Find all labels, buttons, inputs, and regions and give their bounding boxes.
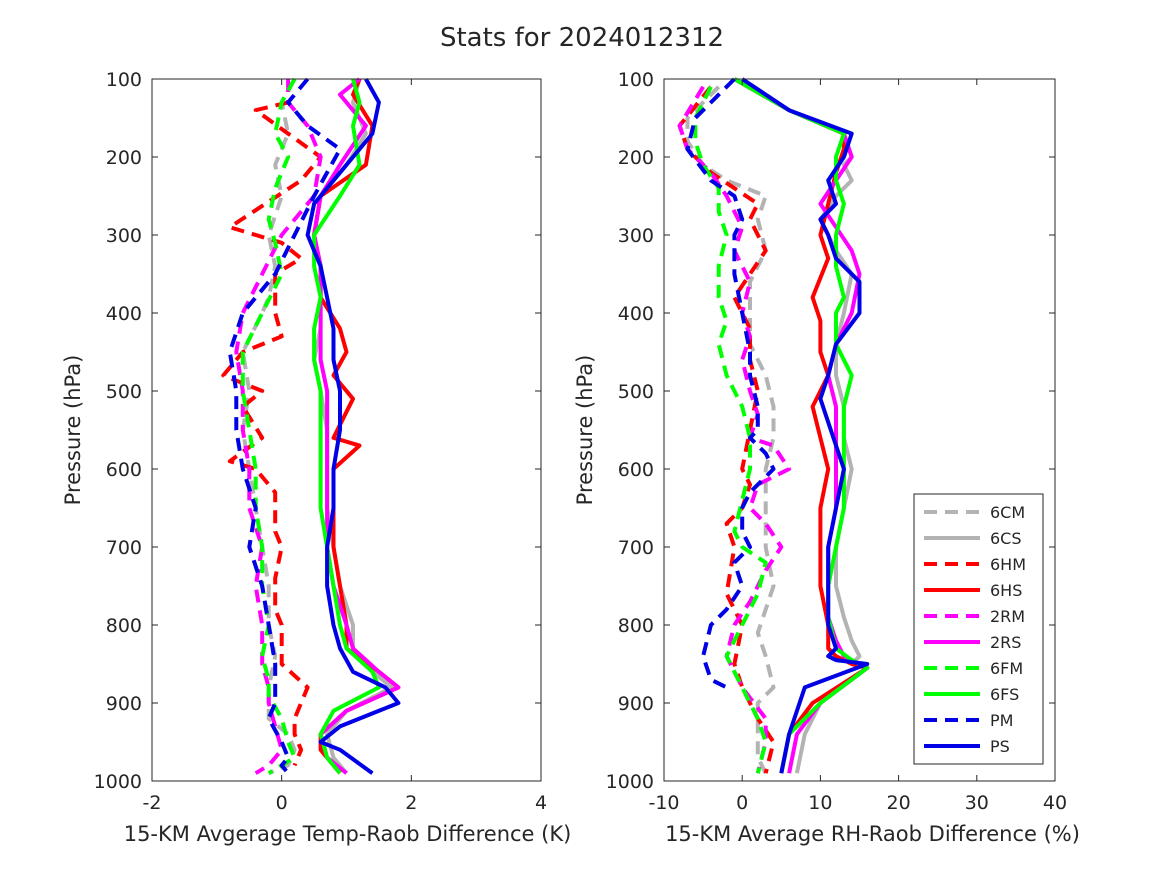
rh-series-ps-line [741, 77, 870, 774]
rh-y-axis-label: Pressure (hPa) [573, 355, 597, 506]
temp-y-tick-label: 900 [106, 693, 142, 715]
temp-x-tick-label: 4 [535, 792, 547, 814]
rh-series-6fm-line [693, 85, 768, 774]
temp-y-tick-label: 100 [106, 69, 142, 91]
rh-x-tick-label: -10 [648, 792, 679, 814]
legend-label-6cs: 6CS [990, 529, 1022, 548]
temp-x-tick-label: 0 [276, 792, 288, 814]
rh-y-tick-label: 400 [618, 303, 654, 325]
temp-y-tick-label: 700 [106, 537, 142, 559]
temp-y-tick-label: 300 [106, 225, 142, 247]
rh-series-pm-line [685, 77, 776, 690]
temp-series-6fm-line [240, 78, 297, 775]
rh-y-tick-label: 200 [618, 147, 654, 169]
legend-label-6fm: 6FM [990, 659, 1023, 678]
rh-y-tick-label: 700 [618, 537, 654, 559]
temp-series-6hm-line [221, 100, 323, 767]
rh-y-tick-label: 100 [618, 69, 654, 91]
temp-x-tick-label: -2 [143, 792, 162, 814]
legend-label-2rs: 2RS [990, 633, 1021, 652]
rh-y-tick-label: 500 [618, 381, 654, 403]
temp-y-axis-label: Pressure (hPa) [61, 355, 85, 506]
rh-x-tick-label: 20 [887, 792, 911, 814]
temp-y-tick-label: 200 [106, 147, 142, 169]
legend-label-pm: PM [990, 711, 1013, 730]
temp-difference-panel: -2 0 2 4 100 200 300 400 500 600 700 800 900 1000 15-K… [61, 69, 571, 846]
rh-x-tick-label: 40 [1043, 792, 1067, 814]
temp-series-2rs-line [312, 77, 401, 775]
legend-box [913, 493, 1044, 765]
temp-y-tick-label: 600 [106, 459, 142, 481]
rh-x-axis-label: 15-KM Average RH-Raob Difference (%) [665, 822, 1080, 846]
temp-series-pm-line [227, 77, 342, 775]
rh-x-tick-label: 10 [808, 792, 832, 814]
rh-y-tick-label: 800 [618, 615, 654, 637]
rh-x-tick-label: 0 [736, 792, 748, 814]
rh-series-2rm-line [677, 85, 792, 774]
rh-y-tick-label: 1000 [606, 771, 654, 793]
temp-series-6fs-line [312, 78, 381, 775]
legend-label-ps: PS [990, 737, 1010, 756]
rh-series-6cs-line [733, 77, 870, 774]
temp-axes-box [151, 78, 542, 782]
rh-y-tick-label: 600 [618, 459, 654, 481]
legend-label-6hm: 6HM [990, 555, 1026, 574]
rh-y-tick-label: 300 [618, 225, 654, 247]
temp-series-ps-line [305, 78, 401, 775]
temp-x-axis-label: 15-KM Avgerage Temp-Raob Difference (K) [124, 822, 572, 846]
legend-label-6hs: 6HS [990, 581, 1022, 600]
temp-x-tick-label: 2 [405, 792, 417, 814]
rh-series-6hm-line [677, 85, 776, 774]
rh-difference-panel: -10 0 10 20 30 40 100 200 300 400 500 600 700 800 900 1… [573, 69, 1080, 846]
rh-axes-box [663, 78, 1056, 782]
temp-series-2rm-line [234, 79, 323, 775]
figure-title: Stats for 2024012312 [440, 23, 724, 53]
rh-series-6cm-line [685, 85, 776, 775]
legend: 6CM 6CS 6HM 6HS 2RM 2RS 6FM 6FS PM PS [913, 493, 1044, 765]
rh-x-tick-label: 30 [965, 792, 989, 814]
temp-y-tick-label: 500 [106, 381, 142, 403]
legend-label-2rm: 2RM [990, 607, 1025, 626]
temp-y-tick-label: 1000 [94, 771, 142, 793]
legend-label-6cm: 6CM [990, 503, 1025, 522]
temp-y-tick-label: 800 [106, 615, 142, 637]
rh-y-tick-label: 900 [618, 693, 654, 715]
legend-label-6fs: 6FS [990, 685, 1019, 704]
temp-y-tick-label: 400 [106, 303, 142, 325]
